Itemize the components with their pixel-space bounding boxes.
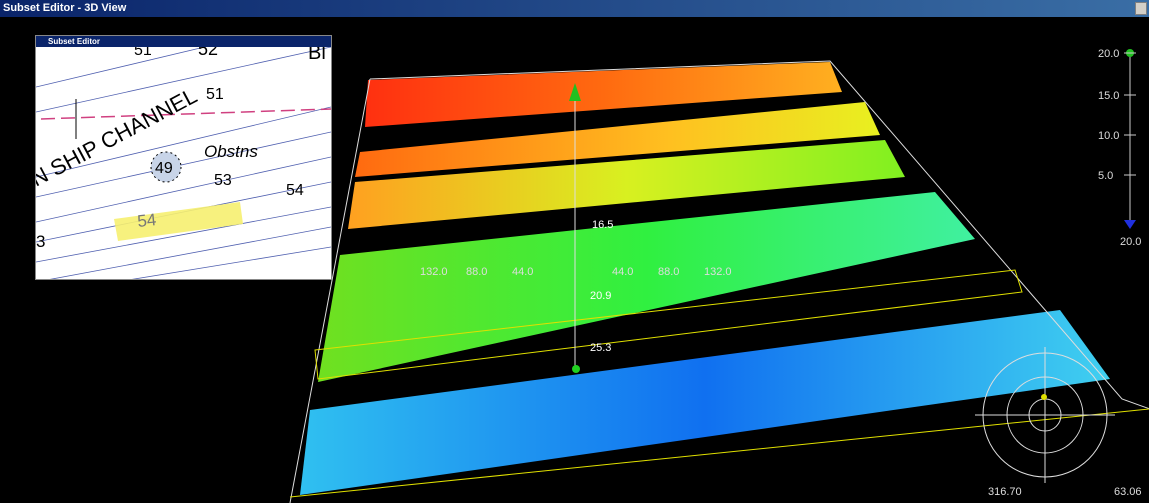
ruler-label: 44.0: [612, 266, 633, 278]
compass-heading: 316.70: [988, 486, 1022, 498]
ruler-label: 25.3: [590, 342, 611, 354]
scale-label: 20.0: [1120, 236, 1141, 248]
chart-label: 3: [36, 232, 45, 251]
swaths: [300, 62, 1110, 495]
window-title: Subset Editor - 3D View: [3, 2, 126, 14]
chart-label: 51: [206, 86, 224, 103]
chart-label: 54: [136, 210, 157, 231]
chart-label: 54: [286, 182, 304, 199]
close-button[interactable]: [1135, 2, 1147, 15]
scale-label: 15.0: [1098, 90, 1119, 102]
scale-label: 10.0: [1098, 130, 1119, 142]
title-bar: Subset Editor - 3D View: [0, 0, 1149, 17]
scale-bottom-handle: [1124, 220, 1136, 229]
chart-label: Obstns: [204, 142, 258, 161]
ruler-label: 132.0: [704, 266, 732, 278]
scale-label: 20.0: [1098, 48, 1119, 60]
app-window: Subset Editor - 3D View 16.5 20.9 25.3 132…: [0, 0, 1149, 503]
ruler-label: 16.5: [592, 219, 613, 231]
scale-label: 5.0: [1098, 170, 1113, 182]
ruler-handle: [572, 365, 580, 373]
compass-pitch: 63.06: [1114, 486, 1142, 498]
compass-marker: [1041, 394, 1047, 400]
chart-label: 52: [198, 47, 218, 59]
chart-label: 51: [134, 47, 152, 59]
ruler-label: 88.0: [466, 266, 487, 278]
inset-title: Subset Editor: [48, 37, 100, 46]
ruler-label: 20.9: [590, 290, 611, 302]
inset-title-bar: Subset Editor: [36, 36, 331, 47]
ruler-label: 88.0: [658, 266, 679, 278]
chart-label: Bl: [308, 47, 326, 64]
depth-scale: [1124, 49, 1136, 229]
chart-label: 53: [214, 172, 232, 189]
ruler-label: 44.0: [512, 266, 533, 278]
chart-label: 49: [155, 160, 173, 177]
ruler-label: 132.0: [420, 266, 448, 278]
